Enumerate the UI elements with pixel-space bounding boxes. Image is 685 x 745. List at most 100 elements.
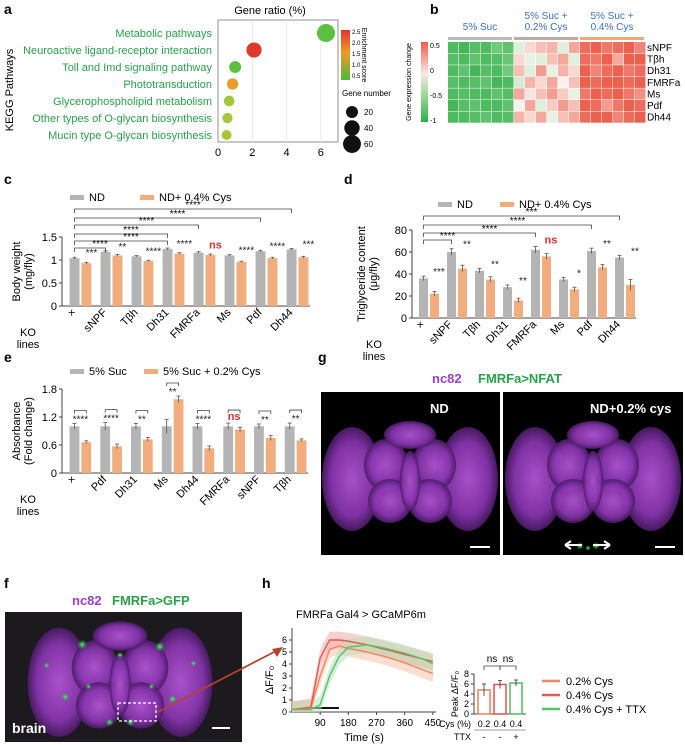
b-heat-cell bbox=[492, 65, 503, 77]
a-xtick-label: 6 bbox=[318, 147, 324, 159]
d-sig-label: ** bbox=[463, 240, 471, 251]
f-zoom-arrow-head bbox=[272, 647, 283, 657]
c-legend-label: ND bbox=[89, 192, 105, 204]
h-ytick-label: 2 bbox=[282, 683, 287, 693]
b-heat-cell bbox=[514, 111, 525, 123]
e-bar bbox=[173, 399, 184, 473]
a-colorbar-tick: 1.0 bbox=[352, 63, 361, 69]
c-bar bbox=[100, 251, 111, 306]
e-bar bbox=[204, 448, 215, 473]
b-heat-cell bbox=[470, 88, 481, 100]
e-sig-label: ** bbox=[261, 415, 269, 426]
e-ytick-label: 1.2 bbox=[42, 412, 57, 424]
a-colorbar-tick: 0.5 bbox=[352, 74, 361, 80]
g-arrow-left bbox=[564, 540, 582, 550]
c-category-label: Ms bbox=[215, 306, 234, 325]
b-heat-cell bbox=[448, 76, 459, 88]
d-sig-label: * bbox=[577, 268, 581, 279]
e-ytick-label: 0 bbox=[51, 468, 57, 480]
e-pair-bracket bbox=[289, 409, 302, 414]
b-colorbar bbox=[421, 42, 428, 122]
g-title-nfat: FMRFa>NFAT bbox=[478, 371, 562, 386]
b-heat-cell bbox=[514, 53, 525, 65]
c-legend-swatch bbox=[140, 195, 154, 200]
h-ylabel: ΔF/F₀ bbox=[264, 666, 276, 694]
b-heat-cell bbox=[481, 65, 492, 77]
g-brain-right bbox=[505, 421, 681, 551]
e-category-label: Ms bbox=[152, 473, 171, 492]
b-heat-cell bbox=[459, 76, 470, 88]
c-sig-label: *** bbox=[303, 240, 315, 251]
d-bar bbox=[486, 279, 495, 318]
e-bar bbox=[254, 426, 264, 473]
b-heat-cell bbox=[503, 111, 514, 123]
d-category-label: Dh44 bbox=[596, 319, 623, 346]
c-bar bbox=[205, 254, 216, 306]
e-xlabel: KO lines bbox=[17, 494, 40, 518]
e-category-label: FMRFa bbox=[198, 473, 233, 508]
b-heat-cell bbox=[514, 65, 525, 77]
b-heat-cell bbox=[591, 53, 602, 65]
h-title: FMRFa Gal4 > GCaMP6m bbox=[296, 609, 426, 621]
c-sig-label: ** bbox=[119, 242, 127, 253]
h-peak-sig: ns bbox=[487, 654, 498, 665]
b-heat-cell bbox=[514, 88, 525, 100]
a-category-label: Metabolic pathways bbox=[115, 28, 212, 40]
b-heat-cell bbox=[459, 100, 470, 112]
d-sig-label: *** bbox=[433, 267, 445, 278]
b-heat-cell bbox=[503, 53, 514, 65]
d-bar bbox=[542, 256, 551, 318]
b-heat-cell bbox=[481, 42, 492, 54]
a-title: Gene ratio (%) bbox=[234, 5, 306, 17]
f-brain-lobe bbox=[71, 640, 118, 695]
b-heat-cell bbox=[558, 65, 569, 77]
h-xtick-label: 360 bbox=[396, 718, 413, 729]
h-xtick-label: 90 bbox=[315, 718, 327, 729]
d-bracket-label: *** bbox=[526, 207, 538, 218]
b-row-label: sNPF bbox=[647, 43, 672, 54]
d-legend-swatch bbox=[438, 202, 452, 207]
b-heat-cell bbox=[602, 53, 613, 65]
b-heat-cell bbox=[547, 76, 558, 88]
d-bracket-label: **** bbox=[482, 224, 498, 235]
b-heat-cell bbox=[591, 88, 602, 100]
e-pair-bracket bbox=[227, 409, 241, 414]
e-pair-bracket bbox=[74, 410, 87, 414]
b-heat-cell bbox=[558, 53, 569, 65]
b-heat-cell bbox=[481, 53, 492, 65]
c-sig-bracket bbox=[74, 217, 261, 222]
d-bar bbox=[531, 249, 540, 318]
b-heat-cell bbox=[547, 65, 558, 77]
f-green-signal bbox=[85, 683, 92, 690]
b-heat-cell bbox=[470, 42, 481, 54]
b-heat-cell bbox=[470, 100, 481, 112]
d-ytick-label: 20 bbox=[395, 291, 407, 303]
b-heat-cell bbox=[448, 111, 459, 123]
e-bar bbox=[69, 426, 80, 473]
e-pair-bracket bbox=[258, 410, 272, 414]
b-heat-cell bbox=[547, 53, 558, 65]
b-heat-cell bbox=[558, 111, 569, 123]
b-group-label: 5% Suc +0.4% Cys bbox=[590, 11, 633, 33]
f-green-signal bbox=[61, 692, 70, 702]
b-heat-cell bbox=[624, 111, 635, 123]
b-heat-cell bbox=[514, 76, 525, 88]
d-bar bbox=[458, 268, 467, 318]
panel-label-d: d bbox=[344, 171, 353, 187]
b-heat-cell bbox=[459, 88, 470, 100]
b-heat-cell bbox=[481, 111, 492, 123]
h-ytick-label: 6 bbox=[282, 635, 287, 645]
g-title-nc82: nc82 bbox=[432, 371, 462, 386]
c-bar bbox=[255, 251, 266, 306]
b-heat-cell bbox=[470, 76, 481, 88]
panel-b-heatmap: 5% Suc 5% Suc +0.2% Cys 5% Suc +0.4% Cys s… bbox=[406, 11, 681, 125]
c-bar bbox=[69, 258, 80, 306]
h-peak-ytick-label: 2 bbox=[464, 699, 469, 709]
b-heat-cell bbox=[613, 42, 624, 54]
b-heat-cell bbox=[569, 65, 580, 77]
b-heat-cell bbox=[492, 76, 503, 88]
d-ytick-label: 60 bbox=[395, 247, 407, 259]
f-green-signal bbox=[148, 683, 155, 690]
h-trace-line bbox=[292, 644, 434, 711]
b-heat-cell bbox=[503, 65, 514, 77]
